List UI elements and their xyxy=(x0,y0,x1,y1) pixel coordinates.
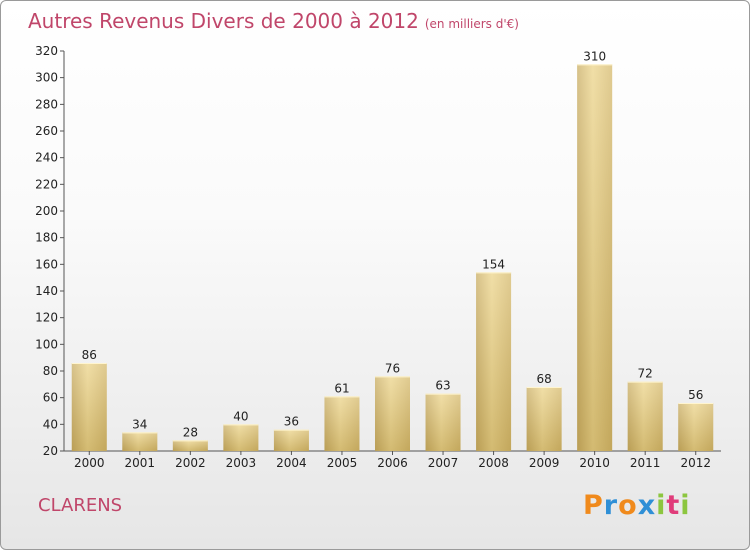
y-tick-label: 60 xyxy=(43,391,58,405)
x-tick-label-2012: 2012 xyxy=(680,456,711,470)
bar-shade-2008 xyxy=(476,272,512,451)
chart-axes: 20 40 60 80 100 120 140 160 180 200 220 240 260 280 30… xyxy=(35,44,721,470)
y-tick-label: 320 xyxy=(35,44,58,58)
chart-title-text: Autres Revenus Divers de 2000 à 2012 xyxy=(28,9,419,33)
chart-bars xyxy=(71,64,714,452)
bar-shade-2000 xyxy=(71,363,107,451)
x-tick-label-2009: 2009 xyxy=(529,456,560,470)
data-label-2004: 36 xyxy=(284,415,299,429)
y-tick-label: 260 xyxy=(35,124,58,138)
bar-shade-2006 xyxy=(375,376,410,451)
x-tick-label-2004: 2004 xyxy=(276,456,307,470)
logo-letter: r xyxy=(603,490,619,521)
data-label-2005: 61 xyxy=(334,381,349,395)
data-label-2012: 56 xyxy=(688,388,703,402)
bar-shade-2001 xyxy=(122,432,158,451)
bar-shade-2009 xyxy=(526,387,562,451)
y-tick-label: 120 xyxy=(35,311,58,325)
bar-shade-2010 xyxy=(577,64,613,452)
x-tick-label-2007: 2007 xyxy=(428,456,459,470)
data-label-2006: 76 xyxy=(385,361,400,375)
y-tick-label: 300 xyxy=(35,71,58,85)
data-label-2010: 310 xyxy=(583,49,606,63)
bar-shade-2003 xyxy=(223,424,259,451)
y-tick-label: 240 xyxy=(35,151,58,165)
bar-shade-2011 xyxy=(627,381,663,451)
data-label-2011: 72 xyxy=(638,367,653,381)
logo-letter: P xyxy=(583,490,604,521)
chart-data-labels: 86 34 28 40 36 61 76 63 154 68 310 72 56 xyxy=(82,49,704,439)
data-label-2001: 34 xyxy=(132,417,147,431)
x-tick-label-2002: 2002 xyxy=(175,456,206,470)
y-tick-label: 280 xyxy=(35,97,58,111)
bar-shade-2002 xyxy=(172,440,208,451)
data-label-2008: 154 xyxy=(482,257,505,271)
logo-letter: i xyxy=(656,490,667,521)
y-tick-label: 200 xyxy=(35,204,58,218)
logo-letter: o xyxy=(618,490,638,521)
x-tick-label-2010: 2010 xyxy=(579,456,610,470)
x-tick-label-2011: 2011 xyxy=(630,456,661,470)
x-tick-label-2005: 2005 xyxy=(327,456,358,470)
y-tick-label: 180 xyxy=(35,231,58,245)
x-tick-label-2001: 2001 xyxy=(125,456,156,470)
logo-letter: x xyxy=(637,490,657,521)
data-label-2007: 63 xyxy=(435,379,450,393)
data-label-2009: 68 xyxy=(536,372,551,386)
logo-letter: t xyxy=(666,490,681,521)
bar-shade-2007 xyxy=(425,393,461,451)
bar-shade-2005 xyxy=(324,396,360,451)
y-tick-label: 40 xyxy=(43,417,58,431)
data-label-2003: 40 xyxy=(233,409,248,423)
x-tick-label-2003: 2003 xyxy=(226,456,257,470)
y-tick-label: 140 xyxy=(35,284,58,298)
y-tick-label: 160 xyxy=(35,257,58,271)
y-tick-label: 80 xyxy=(43,364,58,378)
data-label-2000: 86 xyxy=(82,348,97,362)
bar-shade-2004 xyxy=(273,429,309,451)
proxiti-logo[interactable]: Proxiti xyxy=(583,490,691,521)
y-tick-label: 20 xyxy=(43,444,58,458)
x-tick-label-2000: 2000 xyxy=(74,456,105,470)
bar-shade-2012 xyxy=(678,403,714,451)
x-tick-label-2008: 2008 xyxy=(478,456,509,470)
town-name: CLARENS xyxy=(38,495,123,516)
data-label-2002: 28 xyxy=(183,425,198,439)
chart-subtitle: (en milliers d'€) xyxy=(424,17,519,31)
y-tick-label: 220 xyxy=(35,177,58,191)
y-tick-label: 100 xyxy=(35,337,58,351)
x-tick-label-2006: 2006 xyxy=(377,456,408,470)
chart-title: Autres Revenus Divers de 2000 à 2012 (en … xyxy=(28,9,519,33)
logo-letter: i xyxy=(680,490,691,521)
